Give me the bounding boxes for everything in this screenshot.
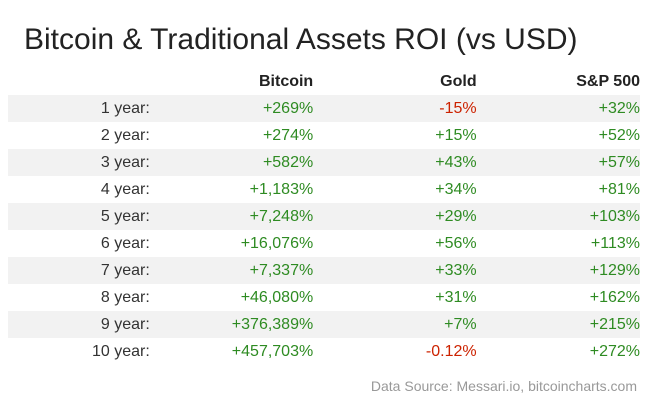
sp500-value: +103%: [476, 203, 640, 230]
row-label: 2 year:: [100, 127, 150, 144]
sp500-value: +57%: [476, 149, 640, 176]
sp500-value: +113%: [590, 235, 640, 252]
bitcoin-value: +274%: [262, 127, 314, 144]
sp500-value: +215%: [476, 311, 640, 338]
row-label: 1 year:: [8, 95, 150, 122]
table-row: 3 year: +582% +43% +57%: [8, 149, 640, 176]
header-bitcoin: Bitcoin: [258, 73, 314, 90]
sp500-value: +272%: [589, 343, 640, 360]
row-label: 6 year:: [100, 235, 150, 252]
sp500-value: +52%: [598, 127, 640, 144]
bitcoin-value: +376,389%: [149, 311, 314, 338]
table-row: 5 year: +7,248% +29% +103%: [8, 203, 640, 230]
bitcoin-value: +1,183%: [249, 181, 314, 198]
row-label: 10 year:: [92, 343, 150, 360]
gold-value: +15%: [435, 127, 477, 144]
row-label: 9 year:: [8, 311, 150, 338]
table-body: 1 year: +269% -15% +32% 2 year: +274% +15% +52%…: [8, 95, 640, 365]
header-sp500: S&P 500: [576, 73, 640, 90]
roi-table: Bitcoin Gold S&P 500 1 year: +269% -15% +32…: [8, 68, 640, 365]
bitcoin-value: +46,080%: [240, 289, 314, 306]
gold-value: +29%: [313, 203, 477, 230]
bitcoin-value: +582%: [149, 149, 314, 176]
data-source-note: Data Source: Messari.io, bitcoincharts.c…: [370, 378, 637, 394]
bitcoin-value: +7,248%: [149, 203, 314, 230]
gold-value: +34%: [435, 181, 477, 198]
header-gold: Gold: [440, 73, 477, 90]
row-label: 4 year:: [100, 181, 150, 198]
gold-value: -0.12%: [425, 343, 477, 360]
bitcoin-value: +269%: [149, 95, 314, 122]
row-label: 8 year:: [100, 289, 150, 306]
table-header-row: Bitcoin Gold S&P 500: [8, 68, 640, 95]
sp500-value: +162%: [589, 289, 640, 306]
table-row: 1 year: +269% -15% +32%: [8, 95, 640, 122]
gold-value: +31%: [435, 289, 477, 306]
bitcoin-value: +16,076%: [240, 235, 314, 252]
gold-value: +43%: [313, 149, 477, 176]
row-label: 7 year:: [8, 257, 150, 284]
bitcoin-value: +7,337%: [149, 257, 314, 284]
table-row: 8 year: +46,080% +31% +162%: [8, 284, 640, 311]
gold-value: +33%: [313, 257, 477, 284]
gold-value: +7%: [313, 311, 477, 338]
sp500-value: +32%: [476, 95, 640, 122]
row-label: 3 year:: [8, 149, 150, 176]
table-row: 2 year: +274% +15% +52%: [8, 122, 640, 149]
row-label: 5 year:: [8, 203, 150, 230]
sp500-value: +129%: [476, 257, 640, 284]
bitcoin-value: +457,703%: [231, 343, 314, 360]
table-row: 9 year: +376,389% +7% +215%: [8, 311, 640, 338]
table-row: 7 year: +7,337% +33% +129%: [8, 257, 640, 284]
table-row: 6 year: +16,076% +56% +113%: [8, 230, 640, 257]
header-label: [8, 68, 150, 95]
chart-title: Bitcoin & Traditional Assets ROI (vs USD…: [24, 23, 578, 56]
table-row: 4 year: +1,183% +34% +81%: [8, 176, 640, 203]
table-row: 10 year: +457,703% -0.12% +272%: [8, 338, 640, 365]
gold-value: +56%: [435, 235, 477, 252]
sp500-value: +81%: [598, 181, 640, 198]
gold-value: -15%: [313, 95, 477, 122]
